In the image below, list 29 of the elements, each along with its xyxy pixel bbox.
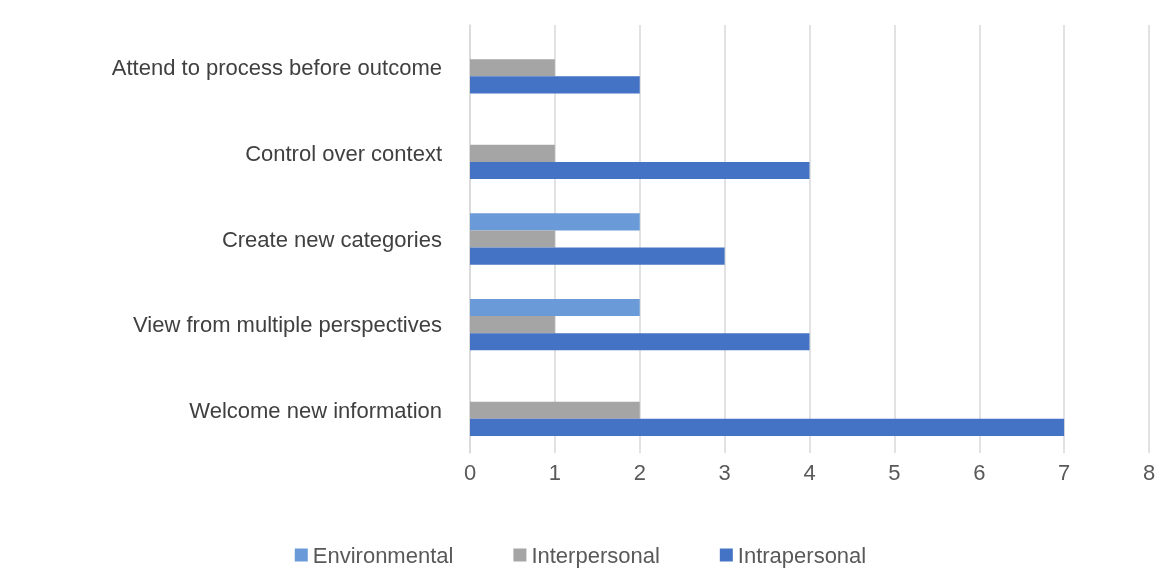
y-tick-label: Attend to process before outcome	[111, 55, 442, 81]
legend-label: Intrapersonal	[737, 542, 867, 568]
bar	[470, 333, 810, 351]
legend-label: Environmental	[312, 542, 454, 568]
x-tick-label: 3	[718, 459, 731, 485]
x-tick-label: 2	[633, 459, 646, 485]
y-tick-label: View from multiple perspectives	[133, 312, 442, 338]
bar	[470, 76, 640, 94]
y-tick-label: Welcome new information	[189, 397, 442, 423]
bar	[470, 213, 640, 231]
x-tick-label: 7	[1058, 459, 1071, 485]
bar	[470, 161, 810, 180]
x-tick-label: 4	[803, 459, 816, 485]
bar	[470, 230, 555, 248]
y-tick-label: Create new categories	[221, 226, 442, 252]
x-tick-label: 5	[888, 459, 901, 485]
x-tick-label: 8	[1142, 459, 1156, 485]
bar	[470, 401, 640, 419]
bar	[470, 59, 555, 77]
bar	[470, 247, 725, 265]
bar	[470, 144, 555, 162]
x-tick-label: 1	[548, 459, 561, 485]
x-tick-label: 6	[973, 459, 986, 485]
x-tick-label: 0	[463, 459, 477, 485]
bar	[470, 316, 555, 334]
bar	[470, 418, 1065, 436]
legend-label: Interpersonal	[531, 542, 660, 568]
bar	[470, 298, 640, 317]
y-tick-label: Control over context	[245, 140, 442, 166]
